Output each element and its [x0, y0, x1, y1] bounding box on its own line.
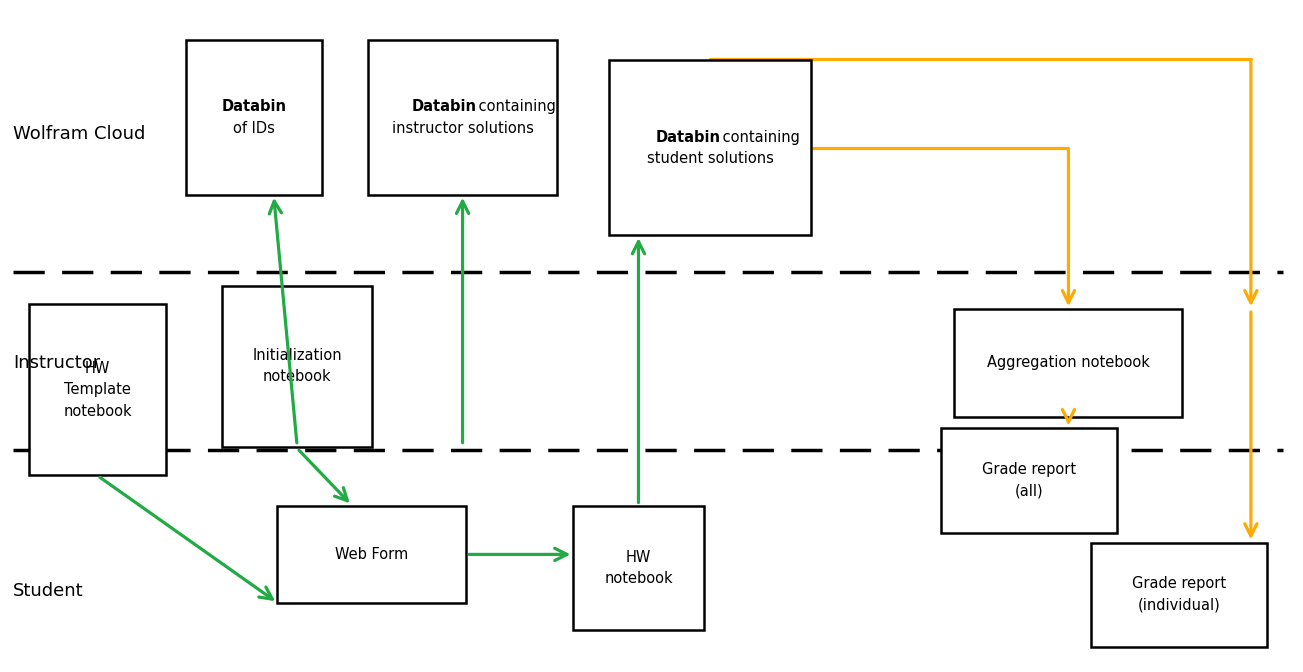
Text: Grade report: Grade report: [982, 462, 1076, 477]
Text: Template: Template: [64, 382, 132, 397]
Text: Grade report: Grade report: [1132, 577, 1226, 591]
Text: (individual): (individual): [1138, 598, 1221, 613]
Text: Student: Student: [13, 583, 83, 600]
FancyBboxPatch shape: [610, 60, 810, 235]
Text: HW: HW: [625, 550, 652, 564]
FancyBboxPatch shape: [222, 286, 373, 447]
Text: containing: containing: [474, 99, 555, 114]
FancyBboxPatch shape: [29, 304, 167, 476]
Text: notebook: notebook: [605, 571, 672, 586]
Text: Web Form: Web Form: [335, 547, 408, 562]
Text: of IDs: of IDs: [233, 121, 275, 136]
Text: (all): (all): [1015, 484, 1044, 499]
FancyBboxPatch shape: [367, 40, 558, 195]
Text: Initialization: Initialization: [253, 348, 341, 363]
FancyBboxPatch shape: [573, 506, 704, 630]
Text: notebook: notebook: [263, 370, 331, 384]
Text: Databin: Databin: [222, 99, 287, 114]
Text: Databin: Databin: [655, 130, 721, 144]
Text: Instructor: Instructor: [13, 354, 100, 372]
Text: containing: containing: [718, 130, 800, 144]
Text: Wolfram Cloud: Wolfram Cloud: [13, 126, 146, 143]
FancyBboxPatch shape: [186, 40, 323, 195]
Text: Databin containing: Databin containing: [392, 99, 533, 114]
Text: student solutions: student solutions: [646, 151, 774, 166]
FancyBboxPatch shape: [1092, 543, 1267, 646]
FancyBboxPatch shape: [954, 309, 1182, 417]
FancyBboxPatch shape: [276, 506, 465, 603]
Text: Aggregation notebook: Aggregation notebook: [988, 355, 1151, 370]
Text: instructor solutions: instructor solutions: [392, 121, 533, 136]
Text: HW: HW: [85, 361, 111, 376]
Text: notebook: notebook: [64, 404, 132, 419]
Text: Databin containing: Databin containing: [640, 130, 780, 144]
Text: Databin: Databin: [412, 99, 477, 114]
FancyBboxPatch shape: [941, 429, 1117, 533]
